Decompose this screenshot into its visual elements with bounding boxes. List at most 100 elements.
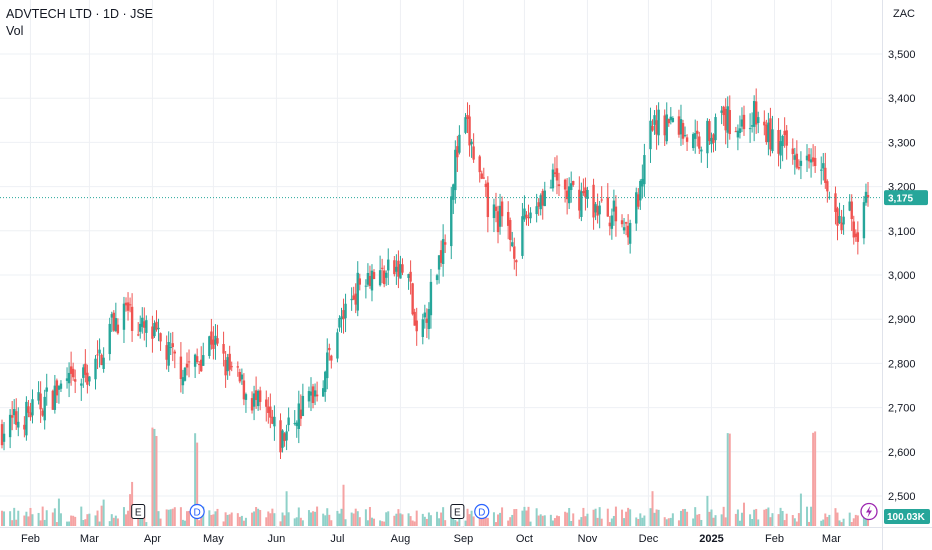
candle-body: [267, 406, 270, 413]
volume-bar: [850, 522, 853, 526]
candle-body: [748, 128, 752, 130]
candle-body: [671, 118, 675, 123]
price-axis[interactable]: 2,5002,6002,7002,8002,9003,0003,1003,200…: [888, 49, 916, 503]
volume-bar: [440, 512, 443, 526]
candle-body: [31, 399, 34, 416]
candle-body: [151, 326, 154, 339]
candle-body: [59, 383, 63, 389]
candle-body: [797, 166, 801, 169]
lightning-icon-bolt: [866, 505, 872, 518]
last-price-badge: [884, 190, 928, 206]
candle-body: [15, 411, 18, 425]
candle-body: [567, 186, 571, 204]
time-tick-label: Oct: [516, 533, 533, 545]
dividend-marker[interactable]: [189, 503, 205, 520]
earnings-marker[interactable]: [131, 504, 146, 519]
candle-body: [311, 386, 315, 403]
candle-body: [295, 422, 298, 427]
earnings-marker[interactable]: [450, 504, 465, 519]
volume-bar: [614, 506, 617, 526]
time-tick-label: Mar: [822, 533, 841, 545]
volume-bar: [59, 513, 62, 526]
candle-body: [578, 189, 581, 211]
candle-body: [159, 333, 162, 342]
volume-bar: [15, 519, 18, 526]
candle-body: [185, 363, 189, 368]
volume-bar: [267, 511, 270, 526]
volume-bar: [706, 495, 709, 526]
volume-bar: [257, 508, 260, 526]
symbol-title[interactable]: ADVTECH LTD · 1D · JSE: [6, 7, 154, 21]
candle-body: [726, 106, 729, 133]
volume-bar: [102, 499, 105, 526]
volume-bar: [539, 514, 542, 526]
volume-bar: [421, 513, 424, 526]
volume-bar: [9, 511, 12, 526]
time-tick-label: Jul: [330, 533, 344, 545]
price-tick-label: 2,800: [888, 358, 916, 370]
lightning-icon[interactable]: [860, 502, 878, 521]
volume-bar: [742, 502, 745, 526]
candle-body: [437, 255, 441, 270]
price-tick-label: 2,500: [888, 491, 916, 503]
candle-body: [411, 283, 414, 315]
volume-bar: [812, 432, 815, 526]
volume-bar: [592, 509, 595, 526]
volume-bar: [45, 510, 48, 526]
candle-body: [73, 379, 77, 382]
candle-body: [214, 335, 217, 345]
volume-bar: [580, 517, 583, 526]
candle-body: [565, 190, 569, 200]
volume-bar: [454, 520, 457, 526]
candle-body: [586, 190, 589, 199]
candle-body: [809, 159, 813, 163]
candle-body: [728, 110, 731, 135]
candle-body: [820, 169, 823, 171]
volume-bar: [383, 521, 386, 526]
candle-body: [557, 184, 561, 187]
volume-bar: [70, 515, 73, 526]
volume-bar: [714, 515, 717, 526]
candle-body: [450, 196, 453, 247]
volume-bar: [299, 517, 302, 526]
dividend-marker[interactable]: [474, 503, 490, 520]
volume-label[interactable]: Vol: [6, 24, 24, 38]
candle-body: [486, 182, 490, 218]
volume-bar: [385, 512, 388, 526]
volume-bar: [751, 519, 754, 526]
volume-bar: [765, 508, 768, 526]
candle-body: [452, 184, 455, 200]
candle-body: [273, 416, 276, 427]
volume-bar: [370, 517, 373, 526]
candle-body: [96, 354, 99, 356]
candle-body: [852, 221, 855, 238]
volume-bar: [842, 518, 845, 526]
volume-bar: [253, 511, 256, 526]
volume-bar: [698, 514, 701, 526]
candle-body: [425, 318, 429, 323]
volume-bar: [131, 481, 134, 526]
volume-bar: [639, 513, 642, 526]
candle-body: [622, 227, 626, 231]
candle-body: [862, 202, 866, 239]
time-axis[interactable]: Feb Mar Apr May Jun Jul Aug Sep Oct Nov Dec 2025 Feb…: [21, 533, 841, 545]
volume-bar: [511, 514, 514, 526]
volume-bar: [74, 516, 77, 526]
volume-bar: [781, 510, 784, 526]
candle-body: [551, 169, 555, 189]
volume-bar: [836, 512, 839, 526]
volume-bar: [98, 521, 101, 526]
candle-body: [791, 148, 794, 155]
candle-body: [128, 304, 132, 306]
volume-bar: [679, 510, 682, 526]
volume-bar: [259, 509, 262, 526]
candle-body: [443, 242, 447, 245]
volume-bar: [564, 511, 567, 526]
volume-bar: [854, 514, 857, 526]
volume-bar: [25, 511, 28, 526]
candle-body: [244, 394, 248, 400]
volume-bar: [629, 509, 632, 526]
